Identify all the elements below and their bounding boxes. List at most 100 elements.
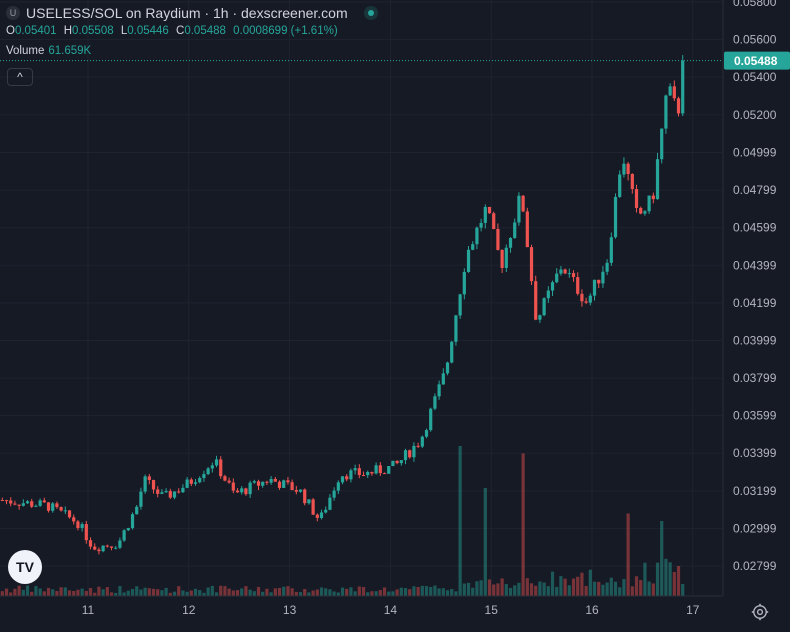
chart-title[interactable]: USELESS/SOL on Raydium · 1h · dexscreene… [26,5,348,21]
volume-bar [601,584,605,596]
volume-bar [214,592,219,596]
candle-body [601,271,605,284]
low-label: L [120,25,128,37]
volume-bar [55,591,59,596]
candle-body [151,480,156,490]
gear-icon[interactable] [751,603,769,621]
volume-bar [613,581,618,596]
candle-body [660,128,664,160]
candle-body [395,460,399,464]
candle-body [391,460,395,467]
volume-bar [294,591,298,596]
volume-bar [286,586,290,596]
y-tick-label: 0.04799 [733,183,777,197]
candle-body [361,475,366,477]
volume-bar [76,589,80,596]
volume-bar [219,585,223,596]
candle-body [273,478,277,482]
candle-body [219,459,223,477]
candle-body [286,480,290,483]
volume-bar [605,582,609,596]
volume-bar [261,591,265,596]
live-dot-icon [363,6,378,20]
volume-bar [395,589,399,596]
candle-body [664,95,668,129]
tradingview-logo[interactable]: TV [8,550,42,584]
candle-body [340,476,345,483]
candle-body [231,482,235,491]
y-tick-label: 0.05200 [733,108,777,122]
ohlc-legend: O0.05401 H0.05508 L0.05446 C0.05488 0.00… [6,25,342,37]
volume-bar [135,586,139,596]
candle-body [408,450,412,458]
candle-body [496,228,500,250]
volume-bar [206,587,210,596]
candle-body [475,227,479,245]
candle-body [177,491,181,493]
volume-bar [311,590,315,596]
volume-bar [567,585,571,596]
last-price-badge [724,51,790,70]
candle-body [471,244,475,250]
collapse-legend-button[interactable]: ^ [7,68,33,86]
candle-body [193,482,198,484]
candle-body [42,500,46,503]
candle-body [4,500,9,502]
candle-body [332,490,336,498]
volume-bar [80,588,84,596]
volume-bar [668,562,672,596]
candle-body [105,545,109,547]
volume-bar [42,591,46,596]
volume-bar [639,580,643,596]
candle-body [412,445,416,458]
last-price-text: 0.05488 [734,54,778,68]
y-tick-label: 0.02799 [733,559,777,573]
candle-body [307,499,311,504]
candle-body [618,174,622,197]
volume-bar [382,587,387,596]
volume-bar [374,591,378,596]
volume-bar [324,588,328,596]
candle-body [567,273,571,275]
candle-body [244,488,248,495]
candle-body [483,206,487,223]
candle-body [357,468,361,476]
candle-body [597,279,601,284]
volume-bar [592,581,597,596]
candle-body [588,295,592,303]
volume-bar [177,586,181,596]
candle-body [668,86,672,96]
volume-bar [492,584,496,596]
y-tick-label: 0.03399 [733,446,777,460]
volume-bar [542,582,546,596]
y-tick-label: 0.04599 [733,221,777,235]
volume-bar [664,558,668,596]
candle-body [492,213,496,229]
volume-bar [336,592,340,596]
open-value: 0.05401 [14,25,57,37]
candle-body [235,490,240,493]
volume-bar [34,586,38,596]
y-tick-label: 0.03999 [733,333,777,347]
high-value: 0.05508 [72,25,114,37]
volume-bar [445,590,450,596]
volume-bar [563,578,567,596]
volume-bar [143,587,147,596]
volume-bar [46,587,51,596]
candle-body [164,491,168,493]
candle-body [294,490,298,492]
volume-bar [109,592,114,596]
candle-body [282,480,286,488]
candle-body [534,281,538,320]
volume-bar [634,576,639,596]
candle-body [655,159,660,200]
symbol-icon: U [6,6,20,20]
y-tick-label: 0.04199 [733,296,777,310]
candle-body [198,478,202,483]
volume-bar [399,587,403,596]
candle-body [500,249,504,268]
candle-body [538,315,542,320]
volume-bar [164,587,168,596]
volume-bar [676,565,681,596]
